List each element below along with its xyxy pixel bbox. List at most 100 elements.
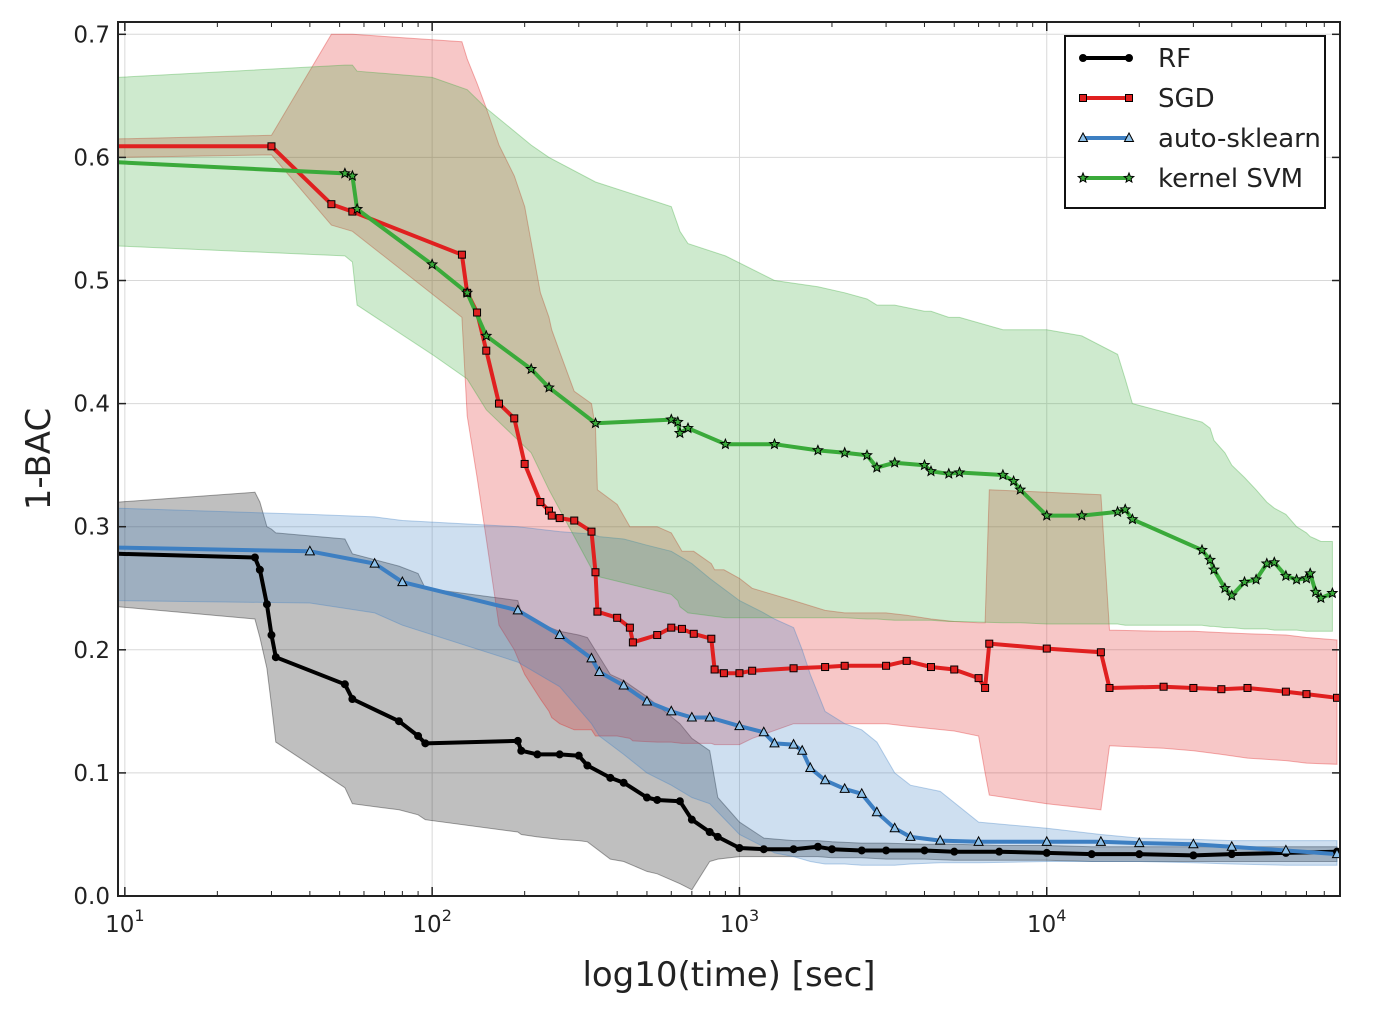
data-point-auto-sklearn — [1226, 840, 1238, 851]
y-tick-label: 0.1 — [73, 761, 110, 787]
data-point-kernel-svm — [542, 381, 555, 393]
data-point-rf — [789, 845, 798, 854]
y-tick-label: 0.7 — [73, 22, 110, 48]
data-point-rf — [653, 795, 662, 804]
data-point-auto-sklearn — [304, 545, 316, 556]
legend-marker-rf — [1125, 54, 1133, 62]
data-point-auto-sklearn — [1280, 844, 1292, 855]
data-point-sgd — [719, 669, 728, 678]
data-point-rf — [705, 827, 714, 836]
data-point-sgd — [689, 629, 698, 638]
data-point-sgd — [536, 498, 545, 507]
x-tick-label: 102 — [412, 906, 451, 938]
data-point-sgd — [1159, 682, 1168, 691]
data-point-rf — [271, 653, 280, 662]
data-point-kernel-svm — [525, 362, 538, 375]
x-tick-label: 104 — [1027, 906, 1066, 938]
data-point-rf — [1087, 850, 1096, 859]
data-point-kernel-svm — [1126, 512, 1139, 525]
data-point-rf — [250, 553, 259, 562]
data-point-rf — [255, 565, 264, 574]
data-point-auto-sklearn — [871, 806, 883, 817]
data-point-auto-sklearn — [704, 711, 716, 722]
data-point-auto-sklearn — [686, 711, 698, 722]
data-point-auto-sklearn — [788, 738, 799, 749]
data-point-kernel-svm — [924, 464, 937, 477]
data-point-sgd — [494, 399, 503, 408]
data-point-auto-sklearn — [618, 679, 630, 690]
data-point-rf — [348, 695, 357, 704]
data-point-kernel-svm — [953, 466, 966, 478]
data-point-sgd — [473, 308, 482, 317]
x-tick-label: 103 — [720, 906, 759, 938]
y-tick-label: 0.4 — [73, 392, 110, 418]
data-point-kernel-svm — [1111, 505, 1124, 518]
data-point-rf — [857, 846, 866, 855]
data-point-rf — [687, 815, 696, 824]
data-point-rf — [675, 797, 684, 806]
data-point-kernel-svm — [1250, 573, 1263, 585]
data-point-sgd — [555, 514, 564, 523]
data-point-kernel-svm — [1207, 563, 1220, 575]
data-point-kernel-svm — [1225, 589, 1238, 601]
data-point-auto-sklearn — [839, 782, 851, 793]
data-point-kernel-svm — [768, 437, 781, 450]
data-point-rf — [995, 847, 1004, 856]
data-point-rf — [533, 750, 542, 759]
data-point-sgd — [707, 634, 716, 643]
data-point-rf — [340, 680, 349, 689]
data-point-kernel-svm — [1314, 591, 1327, 604]
data-point-kernel-svm — [1238, 575, 1251, 588]
data-point-sgd — [482, 346, 491, 355]
data-point-sgd — [1217, 685, 1226, 694]
data-point-rf — [606, 773, 615, 782]
data-point-kernel-svm — [1218, 581, 1232, 594]
data-point-auto-sklearn — [889, 822, 901, 833]
y-tick-label: 0.6 — [73, 145, 110, 171]
data-point-rf — [950, 847, 959, 856]
legend-label-rf: RF — [1158, 44, 1191, 74]
legend-marker-auto-sklearn — [1077, 131, 1089, 142]
data-point-rf — [713, 832, 722, 841]
grid — [118, 22, 1340, 897]
legend-marker-kernel-svm — [1122, 171, 1136, 184]
data-point-sgd — [457, 250, 466, 259]
data-point-auto-sklearn — [641, 695, 653, 706]
data-point-sgd — [267, 142, 276, 151]
data-point-auto-sklearn — [819, 774, 831, 785]
data-point-sgd — [667, 623, 676, 632]
data-point-kernel-svm — [719, 437, 732, 450]
data-point-sgd — [1243, 683, 1252, 692]
data-point-auto-sklearn — [554, 628, 566, 640]
data-point-sgd — [677, 624, 686, 633]
data-point-kernel-svm — [1309, 585, 1322, 598]
data-point-sgd — [985, 639, 994, 648]
data-point-rf — [421, 739, 430, 748]
data-point-kernel-svm — [996, 468, 1009, 481]
series-markers — [250, 142, 1340, 860]
data-point-kernel-svm — [1326, 586, 1339, 599]
data-point-auto-sklearn — [804, 761, 816, 772]
data-point-sgd — [1302, 690, 1311, 699]
data-point-sgd — [981, 683, 990, 692]
data-point-sgd — [1333, 693, 1340, 702]
data-point-kernel-svm — [1014, 483, 1027, 495]
data-point-rf — [735, 843, 744, 852]
data-point-rf — [1042, 848, 1051, 857]
data-point-sgd — [710, 665, 719, 674]
x-tick-label: 101 — [105, 906, 144, 938]
data-point-rf — [267, 631, 276, 640]
data-point-auto-sklearn — [1133, 836, 1145, 848]
data-point-sgd — [789, 664, 798, 673]
data-point-rf — [759, 845, 768, 854]
data-point-auto-sklearn — [1041, 835, 1053, 846]
data-point-rf — [513, 736, 522, 745]
data-point-kernel-svm — [1300, 572, 1313, 584]
data-point-sgd — [625, 623, 634, 632]
data-point-auto-sklearn — [769, 737, 780, 748]
confidence-band-auto-sklearn — [118, 507, 1338, 866]
y-tick-label: 0.5 — [73, 269, 110, 295]
data-point-rf — [882, 846, 891, 855]
